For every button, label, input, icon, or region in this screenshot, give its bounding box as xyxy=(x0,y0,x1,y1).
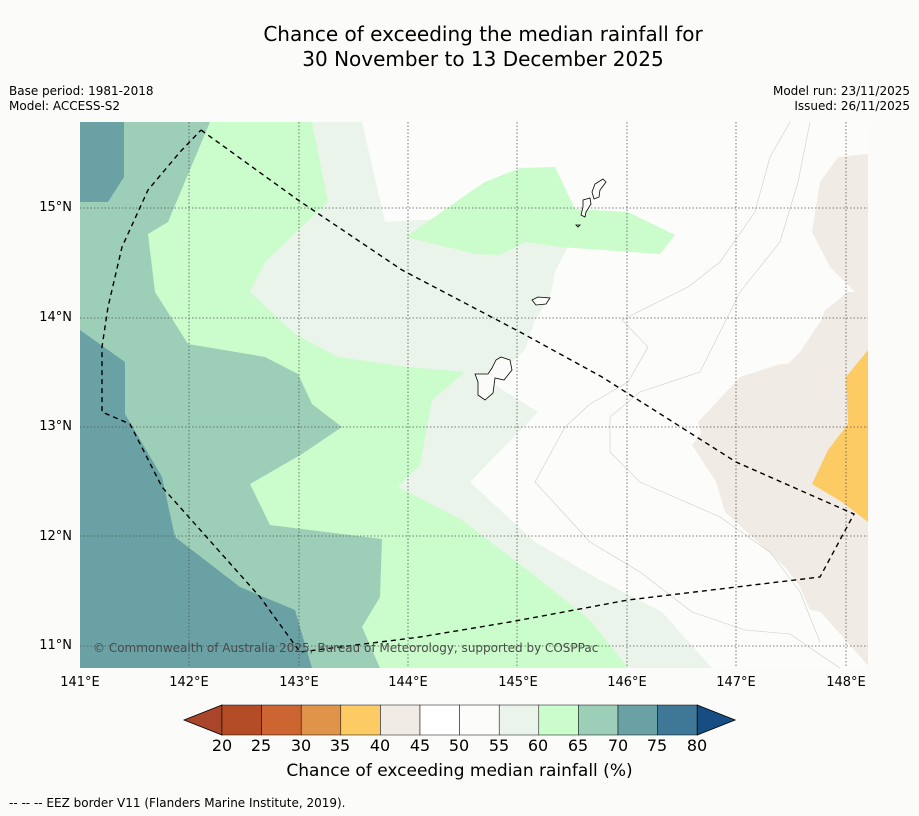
colorbar-segment xyxy=(538,704,579,736)
colorbar xyxy=(182,704,737,736)
colorbar-tick-label: 55 xyxy=(488,736,510,755)
lon-label: 148°E xyxy=(826,675,866,690)
colorbar-segment xyxy=(340,704,381,736)
colorbar-segment xyxy=(261,704,302,736)
rainfall-map xyxy=(80,122,868,668)
wet-pocket-60-65 xyxy=(406,167,675,255)
copyright-notice: © Commonwealth of Australia 2025, Bureau… xyxy=(93,641,599,655)
aguijan-island xyxy=(575,224,581,228)
band-50-55 xyxy=(362,122,868,668)
colorbar-tick-label: 40 xyxy=(369,736,391,755)
colorbar-extend-low xyxy=(182,704,223,736)
eez-footnote: -- -- -- EEZ border V11 (Flanders Marine… xyxy=(9,796,346,810)
colorbar-tick-label: 65 xyxy=(567,736,589,755)
lat-label: 15°N xyxy=(39,200,72,215)
lat-label: 11°N xyxy=(39,638,72,653)
colorbar-segment xyxy=(617,704,658,736)
colorbar-tick-label: 50 xyxy=(448,736,470,755)
issued-date: Issued: 26/11/2025 xyxy=(794,99,910,113)
colorbar-tick-label: 70 xyxy=(607,736,629,755)
lon-label: 146°E xyxy=(607,675,647,690)
colorbar-tick-label: 75 xyxy=(646,736,668,755)
lat-label: 14°N xyxy=(39,310,72,325)
colorbar-tick-label: 45 xyxy=(409,736,431,755)
colorbar-tick-label: 35 xyxy=(329,736,351,755)
colorbar-segment xyxy=(498,704,540,736)
lat-label: 13°N xyxy=(39,419,72,434)
title-line-2: 30 November to 13 December 2025 xyxy=(302,47,664,71)
lon-label: 143°E xyxy=(279,675,319,690)
colorbar-tick-label: 25 xyxy=(250,736,272,755)
model-run: Model run: 23/11/2025 xyxy=(772,84,910,98)
base-period: Base period: 1981-2018 xyxy=(9,84,154,98)
chart-title: Chance of exceeding the median rainfall … xyxy=(0,22,919,72)
lat-label: 12°N xyxy=(39,529,72,544)
lon-label: 145°E xyxy=(498,675,538,690)
eez-border xyxy=(101,129,855,653)
colorbar-extend-high xyxy=(696,704,737,736)
colorbar-segment xyxy=(300,704,342,736)
colorbar-segment xyxy=(221,704,262,736)
lon-label: 142°E xyxy=(169,675,209,690)
model-name: Model: ACCESS-S2 xyxy=(9,99,121,113)
contour-line-2 xyxy=(609,122,821,643)
colorbar-tick-label: 20 xyxy=(211,736,233,755)
colorbar-segment xyxy=(657,704,698,736)
tinian-island xyxy=(580,197,592,218)
contour-line xyxy=(534,122,841,668)
colorbar-segment xyxy=(419,704,460,736)
colorbar-tick-label: 80 xyxy=(686,736,708,755)
lon-label: 144°E xyxy=(388,675,428,690)
saipan-island xyxy=(591,178,607,200)
band-40-45 xyxy=(812,154,868,294)
islands xyxy=(474,178,607,401)
colorbar-segment xyxy=(380,704,421,736)
meta-left: Base period: 1981-2018 Model: ACCESS-S2 xyxy=(9,84,154,114)
colorbar-segment xyxy=(578,704,619,736)
lon-label: 147°E xyxy=(716,675,756,690)
title-line-1: Chance of exceeding the median rainfall … xyxy=(263,22,703,46)
band-35-40 xyxy=(812,350,868,522)
guam-island xyxy=(474,356,513,401)
colorbar-tick-label: 60 xyxy=(527,736,549,755)
colorbar-tick-label: 30 xyxy=(290,736,312,755)
band-40-45-east xyxy=(692,294,868,620)
colorbar-title: Chance of exceeding median rainfall (%) xyxy=(286,761,633,781)
graticule xyxy=(80,122,868,668)
meta-right: Model run: 23/11/2025 Issued: 26/11/2025 xyxy=(773,84,910,114)
lon-label: 141°E xyxy=(60,675,100,690)
colorbar-segment xyxy=(459,704,500,736)
rota-island xyxy=(531,296,551,306)
